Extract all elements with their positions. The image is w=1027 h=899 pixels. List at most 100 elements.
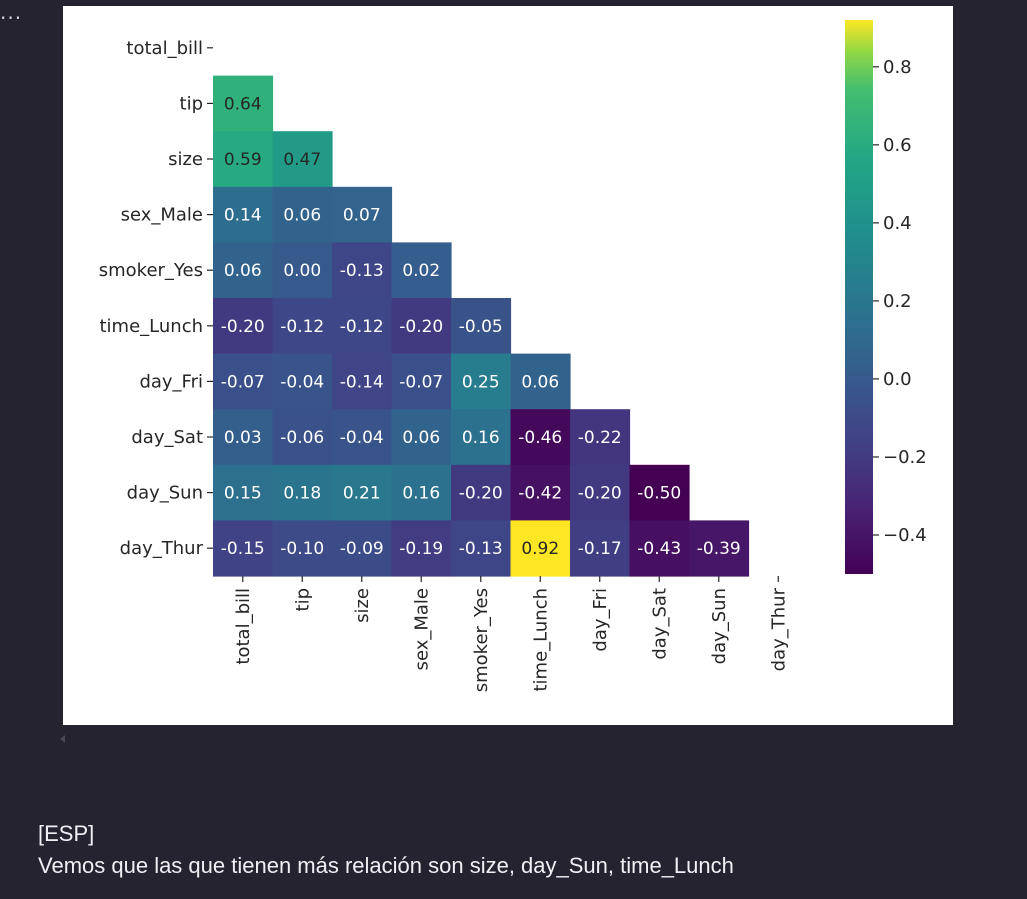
cell-more-icon[interactable]: ... [0, 0, 23, 24]
colorbar-tick-label: 0.6 [883, 135, 912, 156]
cell-value-label: -0.07 [221, 372, 265, 392]
heatmap-cell [391, 520, 452, 577]
cell-value-label: -0.09 [340, 539, 384, 559]
cell-value-label: 0.06 [224, 261, 262, 281]
heatmap-cell [272, 186, 333, 243]
heatmap-cell [213, 353, 274, 410]
y-tick-label: time_Lunch [100, 316, 204, 337]
cell-value-label: 0.59 [224, 150, 262, 170]
cell-value-label: -0.06 [280, 428, 324, 448]
correlation-heatmap: 0.64 0.59 0.47 0.14 0.06 0.07 0.06 0.00 -0.13 0.0… [99, 20, 927, 692]
heatmap-cell [510, 520, 571, 577]
x-tick-label: day_Fri [590, 588, 611, 652]
cell-value-label: -0.13 [340, 261, 384, 281]
cell-value-label: -0.17 [578, 539, 622, 559]
cell-value-label: 0.92 [521, 539, 559, 559]
scroll-left-icon[interactable] [60, 735, 65, 743]
x-tick-label: day_Sun [709, 588, 730, 664]
markdown-text: Vemos que las que tienen más relación so… [38, 853, 734, 878]
heatmap-cell [332, 409, 393, 466]
cell-value-label: -0.42 [518, 484, 562, 504]
heatmap-cell [451, 520, 512, 577]
cell-value-label: -0.43 [637, 539, 681, 559]
colorbar-tick-label: −0.2 [883, 447, 927, 468]
x-tick-label: total_bill [233, 588, 254, 665]
cell-value-label: 0.07 [343, 206, 381, 226]
cell-value-label: 0.16 [402, 484, 440, 504]
colorbar-tick-label: 0.2 [883, 291, 912, 312]
colorbar-tick-label: −0.4 [883, 525, 927, 546]
cell-value-label: 0.00 [283, 261, 321, 281]
heatmap-cell [332, 464, 393, 521]
heatmap-cell [272, 353, 333, 410]
cell-value-label: -0.50 [637, 484, 681, 504]
y-tick-label: size [168, 149, 203, 170]
heatmap-cell [391, 298, 452, 355]
cell-value-label: -0.04 [340, 428, 384, 448]
cell-value-label: 0.06 [521, 372, 559, 392]
cell-value-label: -0.39 [697, 539, 741, 559]
cell-value-label: 0.03 [224, 428, 262, 448]
markdown-tag: [ESP] [38, 821, 95, 846]
heatmap-cell [570, 464, 631, 521]
cell-value-label: 0.18 [283, 484, 321, 504]
heatmap-cell [391, 353, 452, 410]
y-tick-label: smoker_Yes [99, 260, 203, 281]
cell-value-label: -0.22 [578, 428, 622, 448]
cell-value-label: -0.13 [459, 539, 503, 559]
heatmap-cell [272, 131, 333, 188]
heatmap-cell [391, 464, 452, 521]
heatmap-cell [213, 242, 274, 299]
heatmap-cell [332, 353, 393, 410]
heatmap-cell [213, 464, 274, 521]
cell-value-label: 0.64 [224, 94, 262, 114]
x-tick-label: size [352, 588, 373, 623]
heatmap-cell [510, 409, 571, 466]
y-tick-label: day_Sat [131, 427, 203, 448]
cell-value-label: 0.06 [283, 206, 321, 226]
cell-value-label: 0.06 [402, 428, 440, 448]
y-tick-label: total_bill [126, 38, 203, 59]
heatmap-cell [451, 353, 512, 410]
cell-value-label: 0.02 [402, 261, 440, 281]
heatmap-cell [510, 464, 571, 521]
heatmap-cell [570, 409, 631, 466]
cell-value-label: -0.12 [280, 317, 324, 337]
heatmap-cell [213, 409, 274, 466]
heatmap-cell [213, 186, 274, 243]
x-tick-label: tip [292, 588, 313, 611]
x-tick-label: day_Sat [649, 588, 670, 660]
heatmap-cell [332, 520, 393, 577]
cell-value-label: -0.20 [399, 317, 443, 337]
heatmap-cell [629, 520, 690, 577]
cell-value-label: -0.12 [340, 317, 384, 337]
cell-value-label: -0.19 [399, 539, 443, 559]
heatmap-cell [272, 520, 333, 577]
heatmap-cell [391, 242, 452, 299]
heatmap-cell [451, 409, 512, 466]
heatmap-cell [272, 464, 333, 521]
cell-value-label: 0.15 [224, 484, 262, 504]
heatmap-cell [332, 242, 393, 299]
x-tick-label: smoker_Yes [471, 588, 492, 692]
heatmap-cell [213, 520, 274, 577]
heatmap-figure: 0.64 0.59 0.47 0.14 0.06 0.07 0.06 0.00 -0.13 0.0… [63, 6, 953, 725]
cell-value-label: 0.47 [283, 150, 321, 170]
markdown-cell: [ESP] Vemos que las que tienen más relac… [38, 818, 734, 882]
heatmap-cell [272, 409, 333, 466]
cell-value-label: 0.16 [462, 428, 500, 448]
heatmap-cell [272, 298, 333, 355]
heatmap-cell [570, 520, 631, 577]
cell-value-label: 0.21 [343, 484, 381, 504]
cell-value-label: -0.46 [518, 428, 562, 448]
heatmap-cell [451, 464, 512, 521]
y-tick-label: day_Sun [127, 483, 203, 504]
heatmap-cell [213, 75, 274, 132]
cell-value-label: -0.04 [280, 372, 324, 392]
heatmap-cell [332, 186, 393, 243]
colorbar [845, 20, 873, 574]
cell-value-label: -0.20 [578, 484, 622, 504]
heatmap-cell [689, 520, 750, 577]
cell-value-label: -0.14 [340, 372, 384, 392]
cell-value-label: -0.20 [459, 484, 503, 504]
